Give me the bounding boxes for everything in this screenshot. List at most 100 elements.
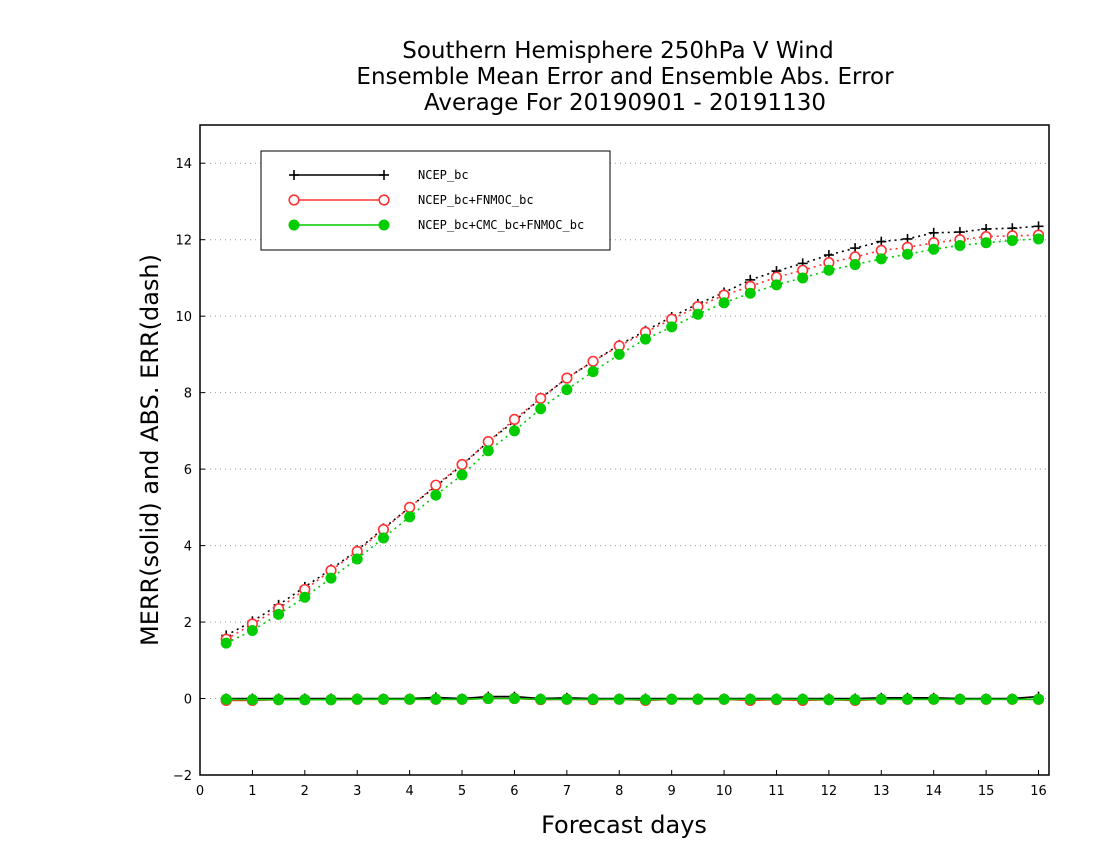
legend-swatch-marker-start	[288, 219, 300, 231]
abs-err-point	[430, 479, 442, 491]
mean-err-point	[875, 693, 887, 705]
series-0	[221, 221, 1044, 704]
mean-err-point	[744, 693, 756, 705]
abs-err-point	[902, 248, 913, 260]
legend-item-1: NCEP_bc+FNMOC_bc	[288, 193, 534, 207]
abs-err-line-1	[225, 234, 1039, 640]
abs-err-point	[220, 637, 232, 649]
mean-err-point	[639, 694, 651, 706]
mean-err-point	[535, 693, 547, 705]
legend: NCEP_bc NCEP_bc+FNMOC_bc NCEP_bc+CMC_bc+FN…	[260, 150, 611, 251]
mean-err-point	[666, 693, 678, 705]
mean-err-point	[587, 693, 599, 705]
mean-err-point	[928, 693, 940, 705]
mean-err-point	[770, 693, 782, 705]
x-tick-label: 12	[821, 784, 838, 799]
legend-item-2: NCEP_bc+CMC_bc+FNMOC_bc	[288, 218, 584, 232]
abs-err-point	[561, 372, 573, 384]
x-tick-label: 1	[248, 784, 256, 799]
x-tick-label: 4	[405, 784, 413, 799]
x-axis-label: Forecast days	[541, 811, 707, 839]
abs-err-point	[325, 572, 337, 584]
y-tick-label: 2	[184, 616, 192, 631]
x-tick-label: 9	[668, 784, 676, 799]
abs-err-point	[351, 553, 363, 565]
abs-err-point	[587, 366, 599, 378]
abs-err-point	[639, 333, 651, 345]
abs-err-point	[823, 264, 835, 276]
x-tick-label: 13	[873, 784, 890, 799]
mean-err-point	[823, 694, 835, 706]
x-tick-label: 5	[458, 784, 466, 799]
abs-err-point	[456, 469, 468, 481]
abs-err-line-2	[225, 238, 1039, 644]
abs-err-point	[246, 624, 258, 636]
mean-err-point	[273, 694, 285, 706]
abs-err-point	[273, 608, 285, 620]
mean-err-point	[692, 693, 704, 705]
x-tick-label: 8	[615, 784, 623, 799]
abs-err-point	[692, 308, 704, 320]
abs-err-point	[928, 243, 940, 255]
mean-err-point	[299, 694, 311, 706]
x-tick-label: 15	[978, 784, 995, 799]
abs-err-point	[980, 237, 992, 249]
abs-err-point	[299, 591, 311, 603]
y-tick-label: 4	[184, 540, 192, 555]
legend-label-1: NCEP_bc+FNMOC_bc	[418, 193, 534, 207]
abs-err-point	[797, 272, 809, 284]
abs-err-point	[928, 227, 939, 238]
mean-err-point	[482, 693, 494, 705]
y-axis-label: MERR(solid) and ABS. ERR(dash)	[136, 254, 164, 646]
abs-err-point	[482, 435, 494, 448]
mean-err-point	[351, 693, 363, 705]
mean-err-point	[325, 694, 337, 706]
mean-err-point	[561, 693, 573, 705]
abs-err-point	[430, 489, 442, 501]
mean-err-point	[246, 694, 258, 706]
abs-err-point	[377, 532, 389, 544]
abs-err-point	[954, 239, 966, 251]
abs-err-point	[456, 458, 468, 471]
legend-label-2: NCEP_bc+CMC_bc+FNMOC_bc	[418, 218, 584, 232]
y-tick-label: 0	[184, 693, 192, 708]
legend-swatch-marker-end	[378, 194, 390, 206]
legend-label-0: NCEP_bc	[418, 168, 469, 182]
mean-err-point	[849, 694, 861, 706]
y-tick-label: 14	[175, 157, 192, 172]
abs-err-point	[1033, 233, 1045, 245]
abs-err-point	[587, 355, 599, 367]
series-group	[220, 221, 1045, 707]
x-tick-label: 3	[353, 784, 361, 799]
abs-err-point	[666, 321, 678, 333]
x-tick-label: 11	[768, 784, 785, 799]
x-tick-label: 10	[716, 784, 733, 799]
plot-frame	[199, 124, 1050, 776]
x-tick-label: 14	[925, 784, 942, 799]
mean-err-point	[1006, 693, 1018, 705]
abs-err-point	[404, 511, 416, 523]
chart-title-line-1: Southern Hemisphere 250hPa V Wind	[402, 38, 833, 64]
mean-err-point	[980, 693, 992, 705]
abs-err-point	[770, 279, 782, 291]
mean-err-point	[404, 693, 416, 705]
mean-err-point	[718, 693, 730, 705]
abs-err-point	[404, 501, 416, 513]
abs-err-point	[561, 384, 573, 396]
mean-err-point	[1033, 693, 1045, 705]
y-tick-label: −2	[173, 769, 192, 784]
abs-err-point	[535, 403, 547, 415]
mean-err-point	[377, 693, 389, 705]
abs-err-point	[613, 348, 625, 360]
y-tick-label: 8	[184, 387, 192, 402]
mean-err-line-0	[226, 695, 1039, 700]
chart-title-line-3: Average For 20190901 - 20191130	[424, 90, 826, 116]
mean-err-point	[797, 693, 809, 705]
abs-err-line-0	[225, 225, 1039, 637]
legend-swatch-marker-start	[288, 194, 300, 206]
x-tick-label: 0	[196, 784, 204, 799]
legend-swatch-marker-end	[378, 219, 390, 231]
abs-err-point	[718, 297, 730, 309]
